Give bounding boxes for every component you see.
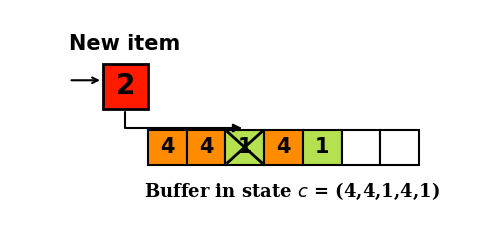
Bar [303, 130, 342, 165]
Text: 2: 2 [116, 72, 135, 100]
Text: New item: New item [68, 34, 180, 54]
Bar [186, 130, 225, 165]
Text: 4: 4 [160, 137, 174, 157]
Bar [148, 130, 186, 165]
Bar [264, 130, 303, 165]
Bar [225, 130, 264, 165]
Bar [103, 64, 148, 109]
Bar [380, 130, 419, 165]
Text: Buffer in state $c$ = (4,4,1,4,1): Buffer in state $c$ = (4,4,1,4,1) [144, 181, 440, 202]
Text: 1: 1 [238, 137, 252, 157]
Text: 4: 4 [276, 137, 290, 157]
Text: 1: 1 [315, 137, 330, 157]
Text: 4: 4 [198, 137, 213, 157]
Bar [342, 130, 380, 165]
